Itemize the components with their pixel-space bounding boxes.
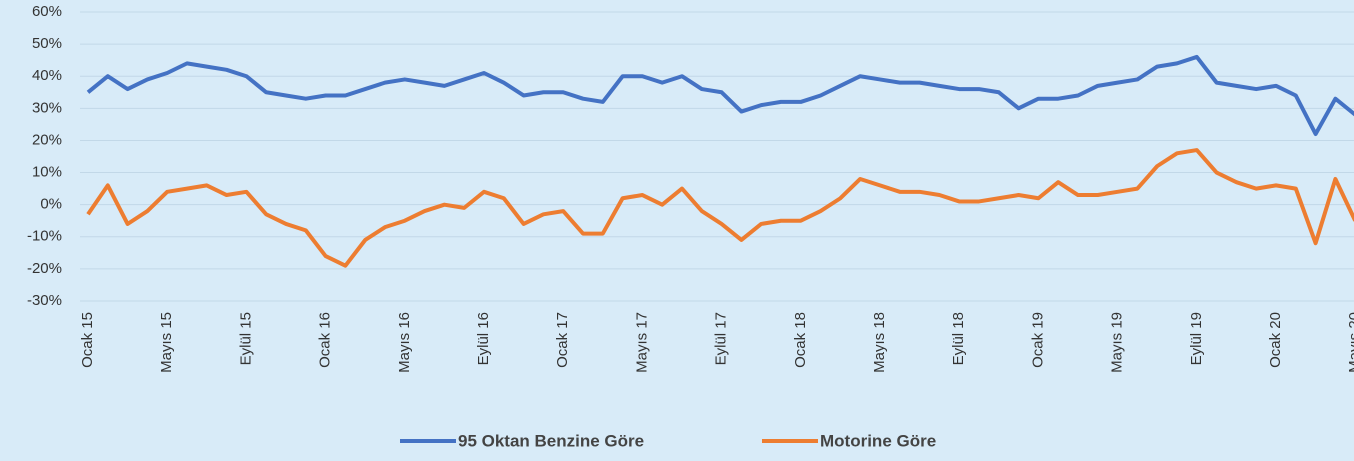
legend-label: 95 Oktan Benzine Göre bbox=[458, 431, 644, 450]
x-tick-label: Mayıs 18 bbox=[871, 312, 888, 373]
y-tick-label: -20% bbox=[27, 260, 62, 277]
y-tick-label: 60% bbox=[32, 3, 62, 20]
y-tick-label: -30% bbox=[27, 292, 62, 309]
data-line bbox=[86, 54, 1354, 137]
y-tick-label: 50% bbox=[32, 35, 62, 52]
x-tick-label: Mayıs 17 bbox=[633, 312, 650, 373]
y-tick-label: 10% bbox=[32, 164, 62, 181]
y-tick-label: 0% bbox=[40, 196, 62, 213]
x-tick-label: Eylül 19 bbox=[1188, 312, 1205, 365]
y-tick-label: 20% bbox=[32, 131, 62, 148]
x-tick-label: Ocak 16 bbox=[317, 312, 334, 368]
x-tick-label: Ocak 17 bbox=[554, 312, 571, 368]
x-tick-label: Ocak 15 bbox=[79, 312, 96, 368]
x-tick-label: Ocak 20 bbox=[1267, 312, 1284, 368]
x-tick-label: Ocak 19 bbox=[1029, 312, 1046, 368]
data-line bbox=[86, 148, 1354, 268]
y-tick-label: 40% bbox=[32, 67, 62, 84]
x-tick-label: Eylül 15 bbox=[237, 312, 254, 365]
y-tick-label: 30% bbox=[32, 99, 62, 116]
x-tick-label: Eylül 16 bbox=[475, 312, 492, 365]
x-tick-label: Mayıs 16 bbox=[396, 312, 413, 373]
x-tick-label: Mayıs 20 bbox=[1346, 312, 1354, 373]
x-tick-label: Eylül 18 bbox=[950, 312, 967, 365]
x-tick-label: Ocak 18 bbox=[792, 312, 809, 368]
y-tick-label: -10% bbox=[27, 228, 62, 245]
x-tick-label: Eylül 17 bbox=[713, 312, 730, 365]
legend-label: Motorine Göre bbox=[820, 431, 936, 450]
x-tick-label: Mayıs 19 bbox=[1109, 312, 1126, 373]
x-tick-label: Mayıs 15 bbox=[158, 312, 175, 373]
